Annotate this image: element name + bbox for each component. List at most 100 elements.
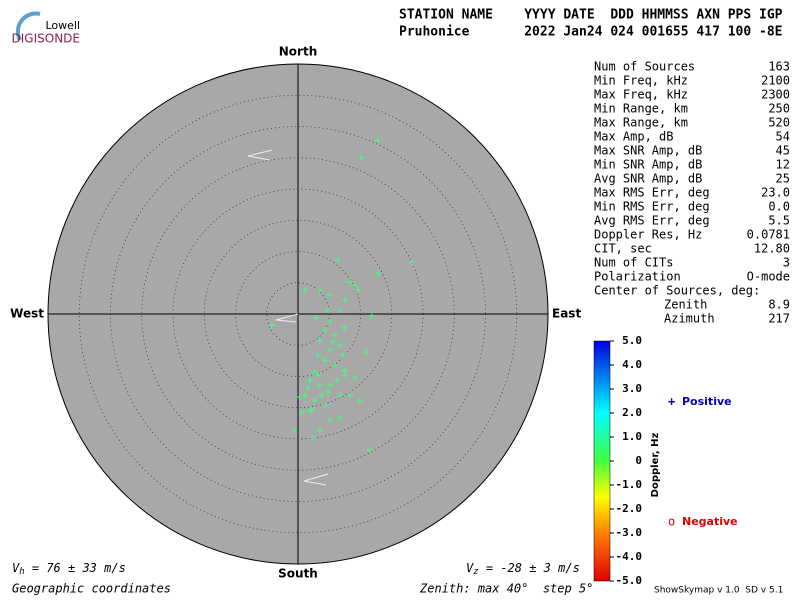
source-point: [313, 314, 320, 321]
source-point: [336, 414, 343, 421]
stat-label: Num of CITs: [594, 256, 673, 270]
vz-symbol: V: [466, 561, 474, 575]
stat-label: Avg SNR Amp, dB: [594, 172, 702, 186]
stat-label: Num of Sources: [594, 60, 695, 74]
source-point: [336, 307, 343, 314]
source-point: [316, 382, 323, 389]
stat-value: 250: [768, 102, 790, 116]
source-point: [408, 259, 415, 266]
source-point: [358, 154, 365, 161]
source-point: [315, 352, 321, 359]
stat-value: 163: [768, 60, 790, 74]
source-point: [331, 332, 338, 339]
source-point: [326, 347, 333, 354]
source-point: [326, 292, 333, 299]
source-point: [311, 397, 318, 404]
source-point: [341, 324, 348, 331]
source-point: [340, 352, 346, 359]
source-point: [330, 339, 336, 346]
stat-label: Zenith: [664, 298, 707, 312]
source-point: [321, 327, 328, 334]
source-point: [363, 349, 370, 356]
glyph: [247, 149, 273, 161]
source-point: [366, 447, 373, 454]
vh-text: = 76 ± 33 m/s: [25, 561, 126, 575]
stat-value: 217: [768, 312, 790, 326]
source-point: [301, 287, 308, 294]
logo-top: Lowell: [45, 19, 80, 32]
source-point: [341, 297, 348, 304]
colorbar-label: Doppler, Hz: [650, 433, 661, 498]
stat-label: Avg RMS Err, deg: [594, 214, 710, 228]
colorbar-tick-label: 0: [635, 454, 642, 467]
version-label: ShowSkymap v 1.0 SD v 5.1: [654, 586, 783, 596]
colorbar-tick-label: -5.0: [616, 574, 643, 587]
colorbar-tick-label: -2.0: [616, 502, 643, 515]
source-point: [316, 427, 323, 434]
direction-label: West: [10, 307, 44, 321]
source-point: [316, 287, 323, 294]
vz-text: = -28 ± 3 m/s: [479, 561, 580, 575]
source-point: [291, 427, 298, 434]
source-point: [268, 322, 275, 329]
vz-sub: z: [473, 567, 478, 577]
stat-label: Min Range, km: [594, 102, 688, 116]
stat-value: 520: [768, 116, 790, 130]
source-point: [368, 312, 375, 319]
source-point: [346, 279, 353, 286]
legend-label: Negative: [682, 515, 738, 528]
stat-value: 54: [776, 130, 790, 144]
vz-label: Vz = -28 ± 3 m/s: [466, 561, 580, 577]
direction-label: North: [279, 45, 317, 59]
colorbar-tick-label: -4.0: [616, 550, 643, 563]
glyph: [275, 313, 299, 323]
stat-value: O-mode: [747, 270, 790, 284]
legend-symbol: +: [668, 395, 675, 409]
stat-value: 45: [776, 144, 790, 158]
stat-value: 8.9: [768, 298, 790, 312]
source-point: [308, 407, 315, 414]
legend-label: Positive: [682, 395, 732, 408]
stat-value: 23.0: [761, 186, 790, 200]
source-point: [375, 137, 381, 144]
stat-value: 2100: [761, 74, 790, 88]
stat-value: 25: [776, 172, 790, 186]
source-point: [325, 389, 331, 396]
source-point: [298, 409, 305, 416]
colorbar-tick-label: 1.0: [622, 430, 642, 443]
stat-label: Max Amp, dB: [594, 130, 673, 144]
vh-symbol: V: [12, 561, 20, 575]
stat-label: Azimuth: [664, 312, 715, 326]
logo-bottom: DIGISONDE: [12, 32, 80, 46]
source-point: [336, 392, 343, 399]
source-point: [335, 257, 341, 264]
stat-value: 12.80: [754, 242, 790, 256]
source-point: [315, 372, 321, 379]
colorbar-tick-label: 3.0: [622, 382, 642, 395]
source-point: [325, 307, 331, 314]
source-point: [375, 269, 381, 276]
source-point: [326, 382, 333, 389]
stat-label: Min SNR Amp, dB: [594, 158, 702, 172]
logo-arc: [15, 11, 41, 41]
stat-label: Min Freq, kHz: [594, 74, 688, 88]
direction-label: East: [552, 307, 581, 321]
stat-label: Max Freq, kHz: [594, 88, 688, 102]
vh-label: Vh = 76 ± 33 m/s: [12, 561, 126, 577]
source-point: [301, 392, 308, 399]
legend-symbol: o: [668, 515, 675, 529]
stat-value: 12: [776, 158, 790, 172]
stat-value: 0.0: [768, 200, 790, 214]
source-point: [316, 337, 323, 344]
stat-value: 2300: [761, 88, 790, 102]
direction-label: South: [278, 567, 318, 581]
header-line: Pruhonice 2022 Jan24 024 001655 417 100 …: [399, 25, 783, 40]
source-point: [326, 319, 333, 326]
source-point: [351, 282, 358, 289]
source-point: [333, 377, 340, 384]
stat-label: Polarization: [594, 270, 681, 284]
stat-value: 3: [783, 256, 790, 270]
source-point: [346, 392, 353, 399]
source-point: [310, 434, 316, 441]
